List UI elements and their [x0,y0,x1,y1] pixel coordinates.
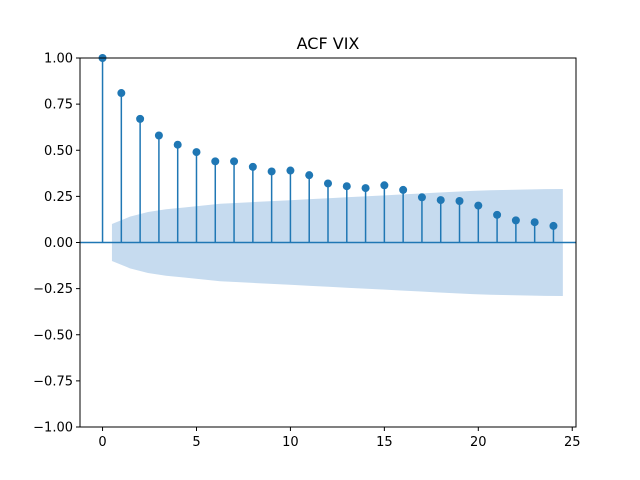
marker-lag-1 [117,89,126,98]
x-tick-label: 25 [564,435,581,450]
y-tick-label: 0.75 [44,98,73,113]
marker-lag-4 [173,140,182,149]
marker-lag-21 [493,210,502,219]
marker-lag-20 [474,201,483,210]
chart-title: ACF VIX [297,34,360,53]
marker-lag-13 [342,182,351,191]
x-tick-label: 10 [282,435,299,450]
marker-lag-22 [511,216,520,225]
x-tick-label: 0 [98,435,106,450]
y-tick-label: −1.00 [33,421,73,436]
marker-lag-17 [417,193,426,202]
marker-lag-8 [248,162,257,171]
marker-lag-5 [192,148,201,157]
y-tick-label: 0.00 [44,236,73,251]
marker-lag-12 [324,179,332,188]
stems-layer [98,54,558,243]
marker-lag-11 [305,171,314,180]
marker-lag-3 [154,131,163,140]
y-tick-label: −0.25 [33,282,73,297]
y-tick-label: 1.00 [44,52,73,67]
marker-lag-24 [549,221,558,230]
y-tick-label: 0.50 [44,144,73,159]
marker-lag-15 [380,181,389,190]
marker-lag-16 [399,185,408,194]
marker-lag-7 [230,157,239,166]
y-tick-label: 0.25 [44,190,73,205]
y-tick-label: −0.75 [33,374,73,389]
marker-lag-6 [211,157,220,166]
marker-lag-2 [136,114,145,123]
x-tick-label: 15 [376,435,393,450]
marker-lag-14 [361,184,370,193]
marker-lag-18 [436,196,445,205]
axes-layer: −1.00 −0.75 −0.50 −0.25 0.00 0.25 0.50 0.75 1.00… [33,52,580,451]
marker-lag-9 [267,167,276,176]
marker-lag-23 [530,218,539,227]
y-tick-label: −0.50 [33,328,73,343]
marker-lag-19 [455,196,464,205]
x-tick-label: 5 [192,435,200,450]
marker-lag-10 [286,166,295,175]
x-tick-label: 20 [470,435,487,450]
